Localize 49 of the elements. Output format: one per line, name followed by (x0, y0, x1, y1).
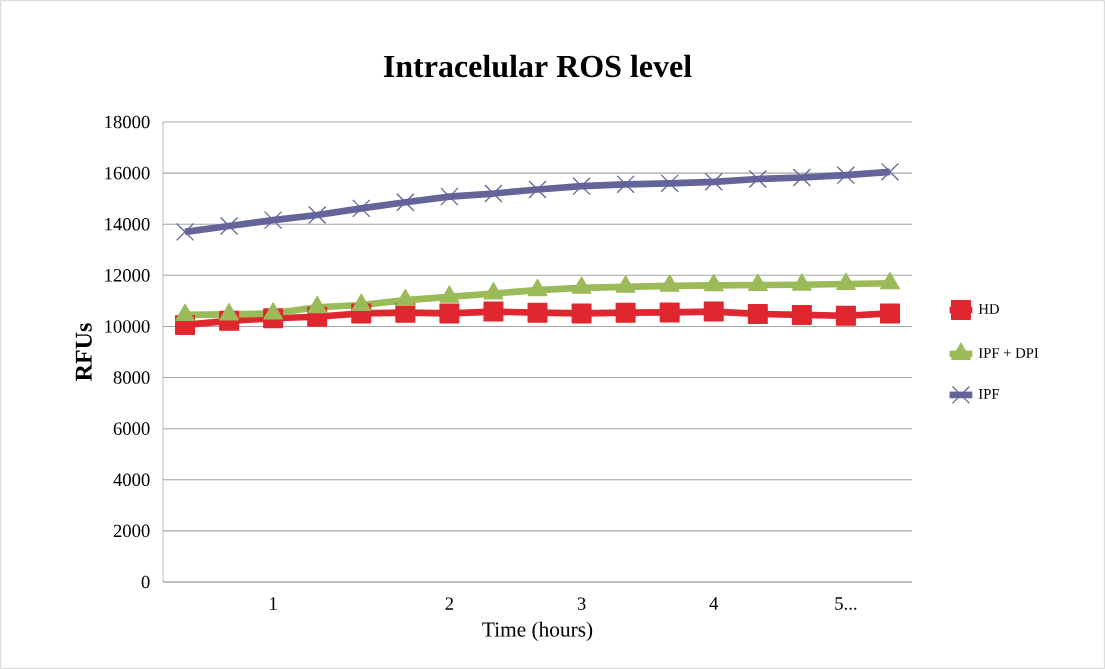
y-tick-label: 6000 (113, 422, 150, 435)
point (792, 168, 812, 187)
point (880, 162, 900, 181)
chart-title: Intracelular ROS level (383, 54, 692, 78)
x-tick-label: 2 (445, 597, 454, 610)
point (396, 193, 415, 212)
y-tick-label: 0 (141, 575, 150, 589)
legend-label: IPF + DPI (978, 348, 1039, 358)
x-tick-label: 1 (270, 597, 277, 610)
point (660, 174, 679, 193)
point (528, 180, 547, 199)
point (484, 184, 503, 203)
point (439, 303, 460, 324)
legend-label: HD (978, 304, 999, 314)
y-axis-title: RFUs (75, 323, 92, 381)
x-tick-label: 5... (835, 597, 857, 610)
x-tick-label: 4 (709, 597, 719, 610)
point (175, 222, 195, 242)
y-tick-label: 4000 (113, 473, 150, 487)
point (616, 175, 635, 194)
y-tick-label: 14000 (105, 217, 150, 231)
point (440, 187, 459, 206)
legend-label: IPF (978, 389, 999, 399)
y-tick-label: 2000 (113, 524, 150, 538)
point (352, 199, 371, 218)
point (704, 172, 723, 191)
point (308, 205, 327, 225)
point (836, 166, 856, 185)
point (264, 210, 283, 230)
y-tick-label: 8000 (113, 371, 150, 384)
point (219, 216, 239, 236)
point (572, 176, 591, 196)
point (527, 302, 548, 323)
point (615, 302, 636, 323)
point (791, 304, 812, 325)
y-tick-label: 18000 (105, 115, 150, 129)
point (879, 303, 900, 324)
point (748, 169, 767, 189)
x-tick-label: 3 (577, 597, 586, 610)
point (571, 303, 592, 324)
point (483, 301, 504, 322)
point (703, 301, 724, 322)
x-axis-title: Time (hours) (482, 621, 593, 642)
point (659, 302, 680, 323)
y-tick-label: 10000 (105, 320, 150, 333)
y-tick-label: 16000 (105, 166, 150, 180)
y-tick-label: 12000 (105, 269, 150, 282)
point (747, 303, 768, 324)
point (835, 305, 856, 326)
